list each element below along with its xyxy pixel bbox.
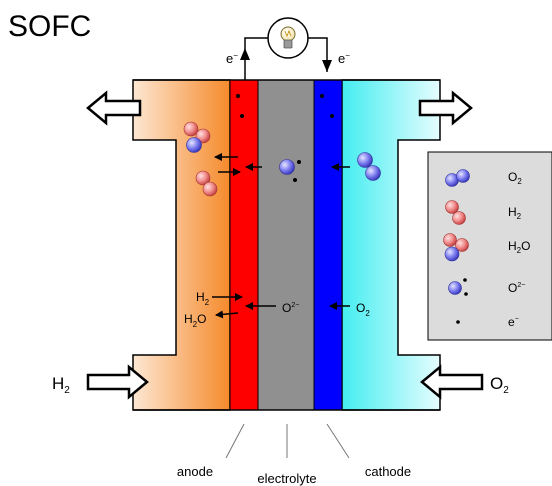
electron-label-left: e− bbox=[226, 51, 238, 66]
electron-label-right: e− bbox=[338, 51, 350, 66]
light-bulb-icon bbox=[267, 17, 309, 59]
o2-inlet-arrow bbox=[420, 364, 484, 400]
h2-molecule-icon bbox=[195, 170, 218, 197]
reaction-label-o2: O2 bbox=[356, 301, 370, 318]
h2-inlet-label: H2 bbox=[52, 374, 70, 396]
electron-dot bbox=[240, 114, 244, 118]
cathode-label: cathode bbox=[365, 464, 411, 479]
o2-inlet-label: O2 bbox=[490, 374, 509, 396]
cathode-layer bbox=[313, 79, 343, 411]
flow-arrow bbox=[215, 310, 239, 319]
air-chamber bbox=[341, 79, 441, 411]
h2o-molecule-icon bbox=[183, 121, 211, 153]
legend-label-h2: H2 bbox=[508, 205, 522, 221]
legend-label-o2: O2 bbox=[508, 170, 522, 186]
electrolyte-label: electrolyte bbox=[257, 471, 316, 486]
exhaust-arrow-right bbox=[418, 90, 473, 126]
exhaust-arrow-left bbox=[86, 90, 142, 126]
electrolyte-layer bbox=[257, 79, 315, 411]
legend-label-electron: e− bbox=[508, 315, 519, 329]
legend-electron-icon bbox=[456, 320, 460, 324]
oxide-ion-icon bbox=[279, 159, 301, 182]
reaction-label-h2o: H2O bbox=[184, 312, 206, 329]
legend-label-oxide: O2− bbox=[508, 281, 525, 295]
anode-leader-line bbox=[225, 423, 245, 459]
h2-inlet-arrow bbox=[86, 364, 149, 400]
legend-oxide-icon bbox=[448, 278, 468, 296]
page-title: SOFC bbox=[8, 10, 92, 43]
reaction-label-oxide: O2− bbox=[282, 301, 299, 315]
legend-h2o-icon bbox=[443, 233, 469, 262]
anode-label: anode bbox=[177, 464, 213, 479]
legend-label-h2o: H2O bbox=[508, 239, 530, 255]
reaction-label-h2: H2 bbox=[196, 290, 210, 307]
external-circuit bbox=[240, 37, 332, 80]
legend-h2-icon bbox=[445, 200, 466, 225]
cathode-leader-line bbox=[326, 423, 350, 459]
electron-dot bbox=[330, 114, 334, 118]
fuel-chamber bbox=[132, 79, 231, 411]
o2-molecule-icon bbox=[357, 152, 381, 181]
electron-dot bbox=[236, 94, 240, 98]
legend-o2-icon bbox=[445, 169, 470, 187]
electron-dot bbox=[320, 94, 324, 98]
anode-layer bbox=[229, 79, 259, 411]
